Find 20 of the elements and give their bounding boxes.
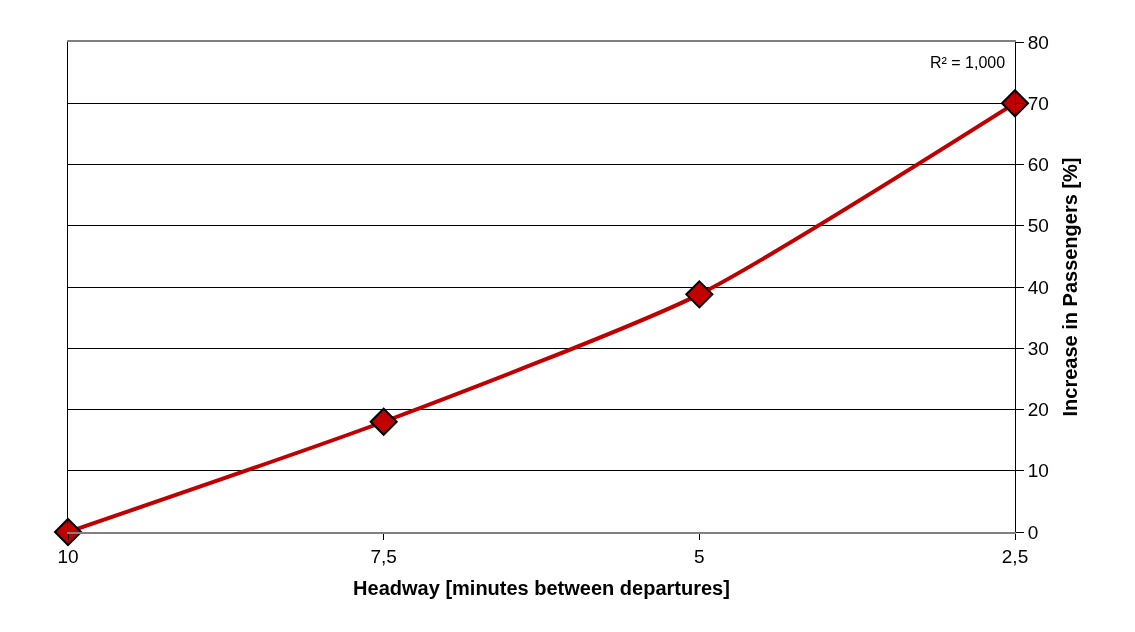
point	[369, 407, 398, 436]
x-tick-label: 2,5	[1001, 545, 1029, 567]
point	[685, 280, 714, 309]
y-tick-label: 40	[1027, 276, 1049, 298]
x-tick-label: 7,5	[370, 545, 397, 567]
y-tick-label: 20	[1027, 399, 1049, 421]
x-axis-title: Headway [minutes between departures]	[353, 576, 730, 599]
y-tick-label: 80	[1027, 31, 1049, 53]
y-tick-label: 70	[1027, 92, 1049, 114]
y-tick-label: 0	[1027, 521, 1039, 543]
y-tick-label: 30	[1027, 337, 1049, 359]
point	[1001, 89, 1029, 118]
y-tick-label: 60	[1027, 154, 1049, 176]
x-tick-label: 10	[57, 545, 79, 567]
annotation: R² = 1,000	[930, 54, 1006, 71]
point	[54, 518, 82, 546]
x-tick-label: 5	[694, 545, 705, 567]
y-tick-label: 50	[1027, 215, 1049, 237]
y-tick-label: 10	[1027, 460, 1049, 482]
y-axis-title: Increase in Passengers [%]	[1059, 157, 1082, 417]
